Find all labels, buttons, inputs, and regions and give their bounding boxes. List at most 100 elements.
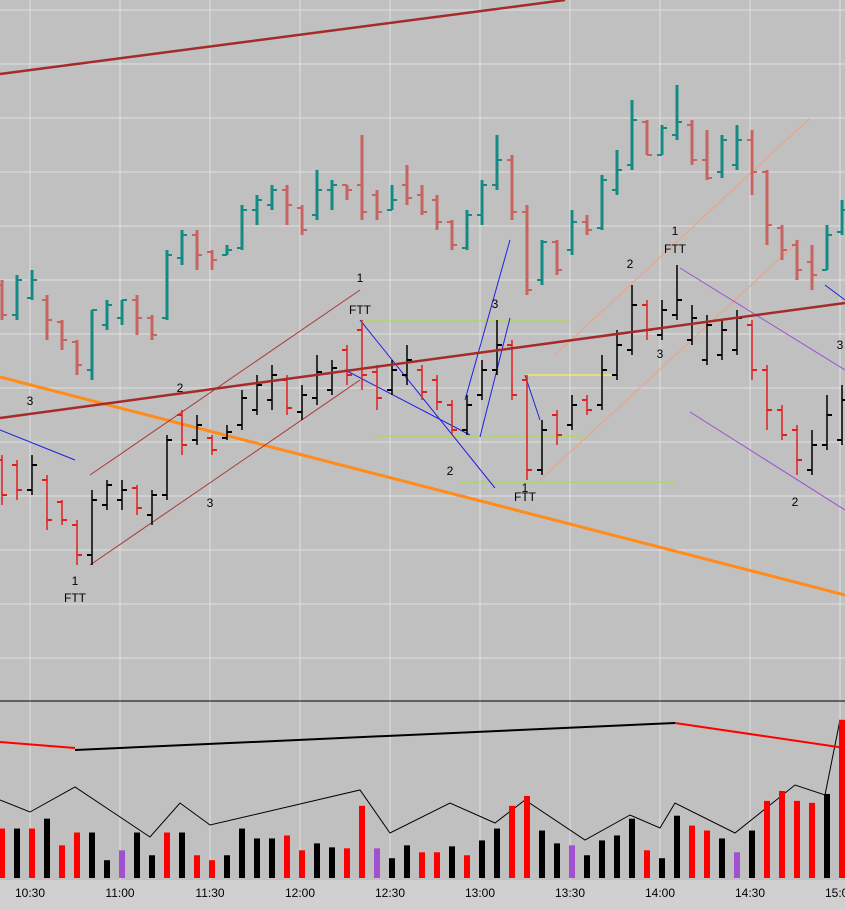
volume-bar <box>794 800 800 878</box>
ohlc-bar <box>732 125 742 170</box>
volume-bar <box>569 845 575 878</box>
wedge-line <box>824 284 845 301</box>
ohlc-bar <box>417 185 427 215</box>
ohlc-bar <box>147 315 157 340</box>
volume-bar <box>0 828 5 878</box>
volume-bar <box>764 800 770 878</box>
ohlc-bar <box>567 395 577 430</box>
ohlc-bar <box>177 230 187 265</box>
ohlc-bar <box>747 130 757 195</box>
x-tick-label: 15:00 <box>825 886 845 900</box>
volume-bar <box>779 790 785 878</box>
ohlc-bar <box>432 375 442 410</box>
annotation: FTT <box>514 490 537 504</box>
ohlc-bar <box>57 500 67 525</box>
channel-line <box>689 411 845 511</box>
ohlc-bar <box>12 275 22 320</box>
ohlc-bar <box>492 320 502 375</box>
volume-bar <box>449 846 455 878</box>
ohlc-bar <box>132 485 142 515</box>
ohlc-bar <box>447 220 457 250</box>
ohlc-bar <box>567 210 577 255</box>
ohlc-bar <box>822 395 832 450</box>
ohlc-bar <box>237 390 247 430</box>
ohlc-bar <box>312 355 322 405</box>
annotation: 1 <box>72 574 79 588</box>
ohlc-bar <box>117 480 127 510</box>
ohlc-bar <box>387 185 397 211</box>
ohlc-bar <box>657 300 667 340</box>
annotation: 2 <box>447 464 454 478</box>
trend-line <box>0 0 566 76</box>
volume-bar <box>299 850 305 878</box>
volume-bar <box>704 830 710 878</box>
volume-bar <box>524 795 530 878</box>
ohlc-bar <box>612 150 622 195</box>
annotation: 2 <box>627 257 634 271</box>
ohlc-bar <box>642 120 652 156</box>
volume-bar <box>824 793 830 878</box>
channel-line <box>539 239 801 481</box>
channel-line <box>89 379 361 566</box>
ohlc-bar <box>432 195 442 230</box>
ohlc-bar <box>402 345 412 385</box>
volume-bar <box>539 830 545 878</box>
ohlc-bar <box>282 185 292 225</box>
volume-bar <box>269 838 275 878</box>
ohlc-bar <box>27 270 37 300</box>
volume-bar <box>749 830 755 878</box>
ohlc-bar <box>507 340 517 400</box>
indicator-line <box>674 722 845 749</box>
ohlc-bar <box>102 480 112 510</box>
ohlc-bar <box>477 180 487 225</box>
ohlc-bar <box>72 520 82 565</box>
x-tick-label: 14:00 <box>645 886 675 900</box>
volume-bar <box>14 828 20 878</box>
volume-bar <box>344 848 350 878</box>
annotation: FTT <box>349 303 372 317</box>
annotation: 2 <box>177 381 184 395</box>
volume-bar <box>209 860 215 878</box>
volume-bar <box>179 832 185 878</box>
volume-bar <box>644 850 650 878</box>
volume-bar <box>329 847 335 878</box>
ohlc-bar <box>222 245 232 256</box>
volume-bar <box>194 855 200 878</box>
ohlc-bar <box>0 455 7 505</box>
ohlc-bar <box>162 435 172 500</box>
annotation: 3 <box>207 496 214 510</box>
ohlc-bar <box>132 295 142 335</box>
drawings <box>0 0 845 841</box>
ohlc-bar <box>507 155 517 220</box>
x-tick-label: 13:00 <box>465 886 495 900</box>
volume-bar <box>719 838 725 878</box>
ohlc-bar <box>807 430 817 475</box>
x-tick-label: 11:00 <box>105 886 134 900</box>
ohlc-bar <box>312 170 322 220</box>
ohlc-bar <box>672 85 682 140</box>
time-axis <box>0 880 845 910</box>
volume-bar <box>464 855 470 878</box>
indicator-line <box>0 741 76 749</box>
ohlc-bar <box>552 410 562 445</box>
ohlc-bar <box>597 175 607 230</box>
indicator-line <box>74 722 676 751</box>
volume-bar <box>134 832 140 878</box>
volume-bar <box>554 843 560 878</box>
ohlc-bar <box>717 135 727 178</box>
ohlc-bar <box>342 184 352 200</box>
ohlc-bar <box>612 330 622 380</box>
ohlc-bar <box>537 240 547 285</box>
ohlc-bar <box>87 309 97 380</box>
ohlc-bar <box>162 250 172 320</box>
ohlc-bar <box>327 360 337 395</box>
ohlc-bar <box>537 420 547 475</box>
ohlc-bar <box>27 455 37 495</box>
ohlc-bar <box>177 410 187 455</box>
x-tick-label: 10:30 <box>15 886 45 900</box>
volume-bar <box>314 843 320 878</box>
ohlc-bar <box>762 170 772 245</box>
wedge-line <box>344 369 471 436</box>
channel-line <box>89 289 361 476</box>
ohlc-bar <box>627 100 637 170</box>
